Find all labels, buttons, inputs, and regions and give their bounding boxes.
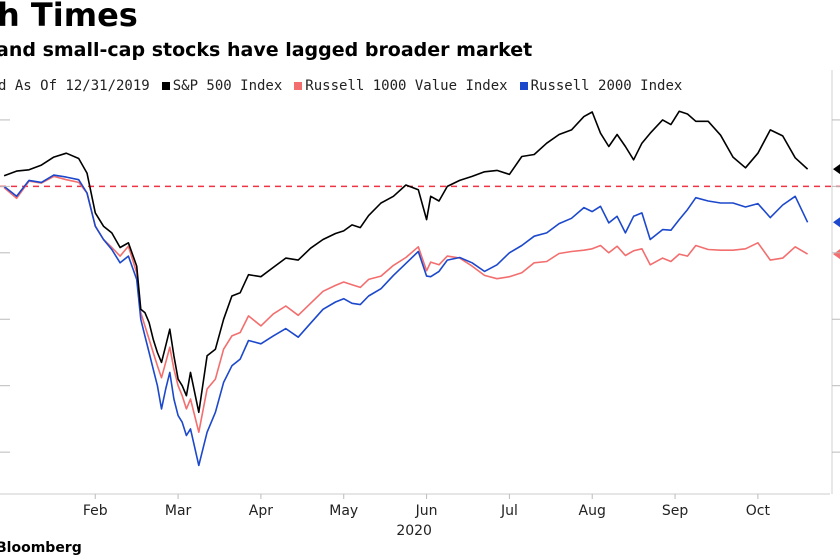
series-group: [3, 110, 840, 467]
source-label: Bloomberg: [0, 540, 82, 556]
series-line-sp500: [3, 110, 809, 414]
x-tick-label: Apr: [249, 503, 273, 519]
legend-label-russell-1000-value: Russell 1000 Value Index: [305, 78, 508, 94]
legend-label-russell-2000: Russell 2000 Index: [530, 78, 683, 94]
legend-swatch-russell-1000-value: [294, 82, 303, 90]
legend-item-russell-2000: Russell 2000 Index: [519, 78, 683, 94]
x-tick-label: Aug: [579, 503, 606, 519]
legend-swatch-russell-2000: [519, 82, 528, 90]
x-tick-label: Oct: [746, 503, 771, 519]
x-tick-label: Feb: [83, 503, 108, 519]
x-tick-label: May: [329, 503, 358, 519]
x-axis-year-label: 2020: [396, 523, 432, 539]
series-line-russell-2000: [3, 174, 809, 467]
x-tick-label: Jul: [500, 503, 518, 519]
x-axis: Feb Mar Apr May Jun Jul Aug Sep Oct 2020: [0, 493, 830, 539]
x-tick-label: Sep: [662, 503, 689, 519]
chart-title: h Times: [0, 0, 138, 34]
legend-item-sp500: S&P 500 Index: [161, 78, 283, 94]
legend-swatch-sp500: [161, 82, 170, 90]
legend-label-sp500: S&P 500 Index: [172, 78, 283, 94]
series-end-marker-russell-2000: [833, 217, 840, 228]
legend-prefix: d As Of 12/31/2019: [0, 78, 150, 94]
chart-legend: d As Of 12/31/2019 S&P 500 Index Russell…: [0, 76, 694, 96]
series-end-marker-russell-1000-value: [833, 249, 840, 260]
chart-subtitle: and small-cap stocks have lagged broader…: [0, 39, 533, 61]
legend-item-russell-1000-value: Russell 1000 Value Index: [294, 78, 508, 94]
x-tick-label: Jun: [415, 503, 438, 519]
y-axis: [0, 70, 840, 494]
series-line-russell-1000-value: [3, 175, 809, 434]
series-end-marker-sp500: [833, 164, 840, 175]
x-tick-label: Mar: [165, 503, 192, 519]
